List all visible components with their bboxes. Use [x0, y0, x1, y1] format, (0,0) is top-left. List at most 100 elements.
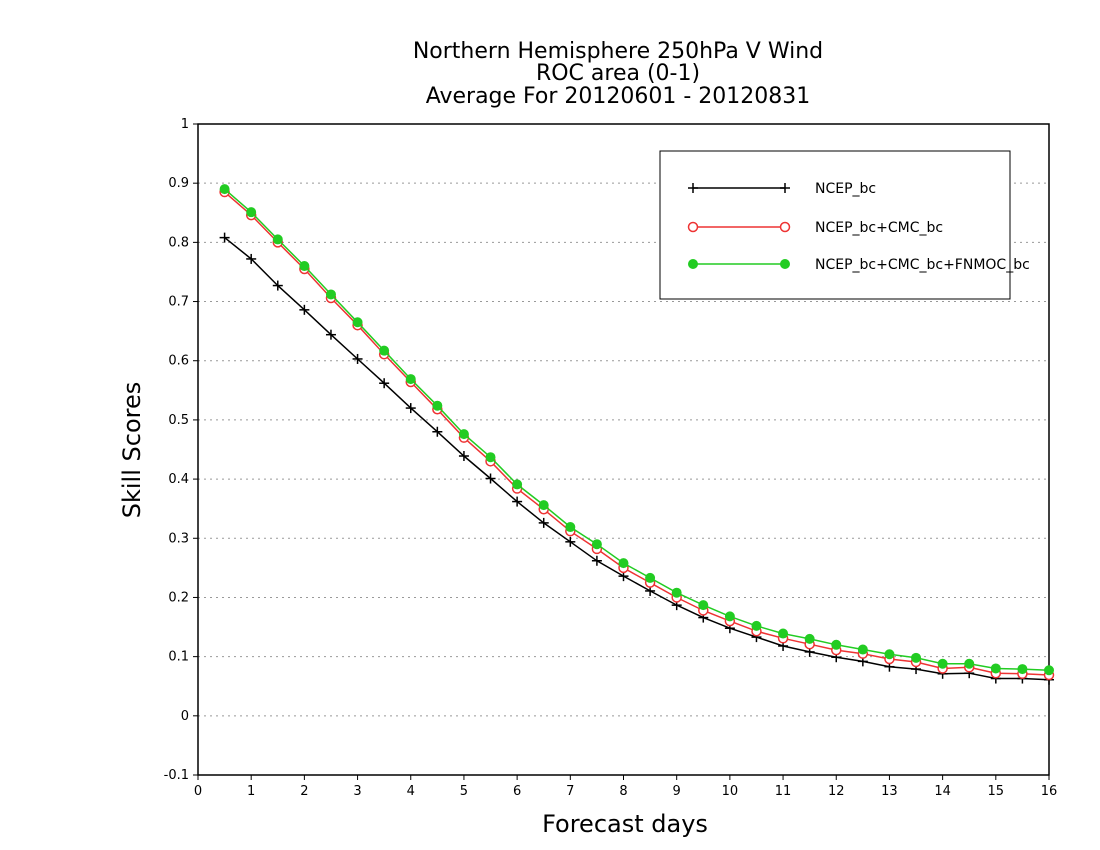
- y-tick-label: 0.6: [168, 354, 189, 369]
- data-point: [857, 644, 868, 655]
- data-point: [831, 639, 842, 650]
- legend-entry: NCEP_bc+CMC_bc: [687, 220, 943, 236]
- data-point: [246, 253, 257, 264]
- legend-entry: NCEP_bc+CMC_bc+FNMOC_bc: [688, 257, 1030, 273]
- legend-label: NCEP_bc+CMC_bc+FNMOC_bc: [815, 257, 1030, 273]
- data-point: [432, 426, 443, 437]
- legend-box: [659, 150, 1011, 300]
- x-tick-label: 0: [194, 784, 202, 799]
- series-line: [224, 237, 1050, 681]
- data-point: [1044, 665, 1054, 676]
- data-point: [299, 261, 310, 272]
- data-point: [485, 473, 496, 484]
- data-point: [246, 207, 257, 218]
- legend-label: NCEP_bc+CMC_bc: [815, 220, 943, 236]
- data-point: [671, 587, 682, 598]
- data-point: [698, 600, 709, 611]
- x-tick-label: 5: [460, 784, 468, 799]
- legend-marker: [688, 259, 698, 269]
- data-point: [379, 378, 390, 389]
- x-tick-label: 9: [673, 784, 681, 799]
- chart-legend: NCEP_bc NCEP_bc+CMC_bc NCEP_bc+CMC_bc+FNMO…: [659, 150, 1030, 300]
- y-axis-title: Skill Scores: [118, 382, 146, 519]
- data-point: [272, 280, 283, 291]
- x-tick-label: 4: [407, 784, 415, 799]
- data-point: [778, 628, 789, 639]
- data-point: [804, 633, 815, 644]
- data-point: [219, 232, 230, 243]
- series-3: [219, 184, 1054, 676]
- data-point: [512, 496, 523, 507]
- legend-marker: [779, 221, 791, 233]
- data-point: [299, 304, 310, 315]
- data-point: [512, 479, 523, 490]
- x-tick-label: 6: [513, 784, 521, 799]
- legend-entry: NCEP_bc: [688, 181, 876, 197]
- data-point: [325, 329, 336, 340]
- y-tick-label: 0.9: [168, 176, 189, 191]
- x-tick-label: 16: [1041, 784, 1058, 799]
- y-tick-label: 0.7: [168, 295, 189, 310]
- data-point: [379, 345, 390, 356]
- data-point: [724, 611, 735, 622]
- data-point: [405, 374, 416, 385]
- chart-title: Northern Hemisphere 250hPa V Wind ROC ar…: [413, 39, 823, 109]
- data-point: [485, 452, 496, 463]
- data-point: [458, 451, 469, 462]
- x-tick-label: 13: [881, 784, 898, 799]
- data-point: [565, 536, 576, 547]
- data-point: [911, 652, 922, 663]
- data-point: [1017, 664, 1028, 675]
- data-point: [352, 353, 363, 364]
- axis-ticks: -0.100.10.20.30.40.50.60.70.80.910 1 2 3 4 5 6…: [164, 117, 1058, 799]
- x-axis-title: Forecast days: [542, 810, 708, 838]
- data-point: [325, 289, 336, 300]
- series-1: [219, 232, 1054, 685]
- x-tick-label: 3: [353, 784, 361, 799]
- y-tick-label: 0.3: [168, 531, 189, 546]
- y-tick-label: 0: [181, 709, 189, 724]
- x-tick-label: 8: [619, 784, 627, 799]
- x-tick-label: 15: [988, 784, 1005, 799]
- data-point: [751, 620, 762, 631]
- legend-marker: [780, 183, 790, 193]
- x-tick-label: 11: [775, 784, 792, 799]
- data-point: [990, 663, 1001, 674]
- y-tick-label: 0.8: [168, 235, 189, 250]
- y-tick-label: 0.4: [168, 472, 189, 487]
- x-tick-label: 2: [300, 784, 308, 799]
- data-point: [538, 517, 549, 528]
- data-point: [591, 555, 602, 566]
- x-tick-label: 10: [722, 784, 739, 799]
- data-point: [219, 184, 230, 195]
- chart-title-line-3: Average For 20120601 - 20120831: [426, 84, 811, 109]
- data-point: [272, 234, 283, 245]
- x-tick-label: 12: [828, 784, 845, 799]
- data-point: [405, 403, 416, 414]
- legend-label: NCEP_bc: [815, 181, 876, 197]
- data-series: [219, 184, 1055, 685]
- data-point: [565, 522, 576, 533]
- data-point: [884, 649, 895, 660]
- x-tick-label: 7: [566, 784, 574, 799]
- y-tick-label: 0.5: [168, 413, 189, 428]
- y-tick-label: -0.1: [164, 768, 189, 783]
- chart-title-line-1: Northern Hemisphere 250hPa V Wind: [413, 39, 823, 64]
- legend-marker: [780, 259, 790, 269]
- data-point: [618, 558, 629, 569]
- y-tick-label: 1: [181, 117, 189, 132]
- data-point: [591, 539, 602, 550]
- data-point: [645, 572, 656, 583]
- x-tick-label: 1: [247, 784, 255, 799]
- data-point: [937, 658, 948, 669]
- chart-title-line-2: ROC area (0-1): [536, 61, 700, 86]
- data-point: [538, 500, 549, 511]
- y-tick-label: 0.2: [168, 590, 189, 605]
- x-tick-label: 14: [934, 784, 951, 799]
- legend-marker: [687, 221, 699, 233]
- data-point: [964, 658, 975, 669]
- y-tick-label: 0.1: [168, 650, 189, 665]
- data-point: [432, 400, 443, 411]
- data-point: [352, 317, 363, 328]
